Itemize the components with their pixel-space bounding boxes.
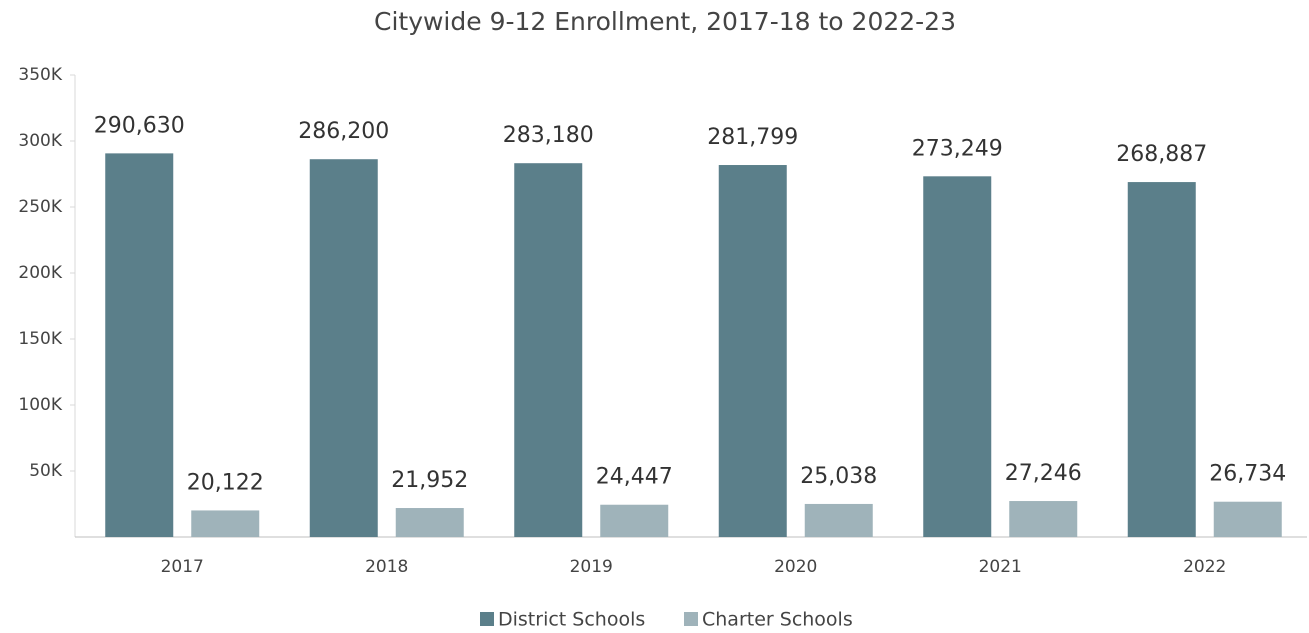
- legend-swatch: [684, 612, 698, 626]
- x-tick-label: 2017: [161, 557, 204, 577]
- bar: [309, 159, 378, 537]
- data-label: 283,180: [503, 123, 594, 148]
- legend-swatch: [480, 612, 494, 626]
- y-tick-label: 350K: [18, 65, 62, 85]
- data-label: 286,200: [298, 119, 389, 144]
- bar: [105, 153, 174, 537]
- bar: [923, 176, 992, 537]
- data-label: 27,246: [1005, 461, 1082, 486]
- chart-title: Citywide 9-12 Enrollment, 2017-18 to 202…: [374, 7, 956, 36]
- bar: [718, 165, 787, 537]
- bar: [804, 503, 873, 537]
- bar: [1009, 501, 1078, 537]
- bar: [1213, 501, 1282, 537]
- data-label: 273,249: [912, 136, 1003, 161]
- data-label: 290,630: [94, 113, 185, 138]
- data-label: 21,952: [391, 468, 468, 493]
- data-label: 25,038: [800, 464, 877, 489]
- x-tick-label: 2020: [774, 557, 817, 577]
- bar: [1127, 182, 1196, 537]
- data-label: 20,122: [187, 470, 264, 495]
- y-tick-label: 100K: [18, 395, 62, 415]
- x-tick-label: 2018: [365, 557, 408, 577]
- bar: [600, 504, 669, 537]
- x-tick-label: 2021: [979, 557, 1022, 577]
- y-tick-label: 150K: [18, 329, 62, 349]
- y-tick-label: 250K: [18, 197, 62, 217]
- data-label: 268,887: [1116, 142, 1207, 167]
- x-tick-label: 2019: [570, 557, 613, 577]
- legend-label: Charter Schools: [702, 609, 853, 631]
- y-tick-label: 300K: [18, 131, 62, 151]
- bar: [514, 163, 583, 537]
- data-label: 281,799: [707, 125, 798, 150]
- bar: [395, 508, 464, 537]
- legend-label: District Schools: [498, 609, 645, 631]
- bar: [191, 510, 260, 537]
- y-tick-label: 200K: [18, 263, 62, 283]
- data-label: 26,734: [1209, 462, 1286, 487]
- data-label: 24,447: [596, 465, 673, 490]
- x-tick-label: 2022: [1183, 557, 1226, 577]
- y-tick-label: 50K: [29, 461, 63, 481]
